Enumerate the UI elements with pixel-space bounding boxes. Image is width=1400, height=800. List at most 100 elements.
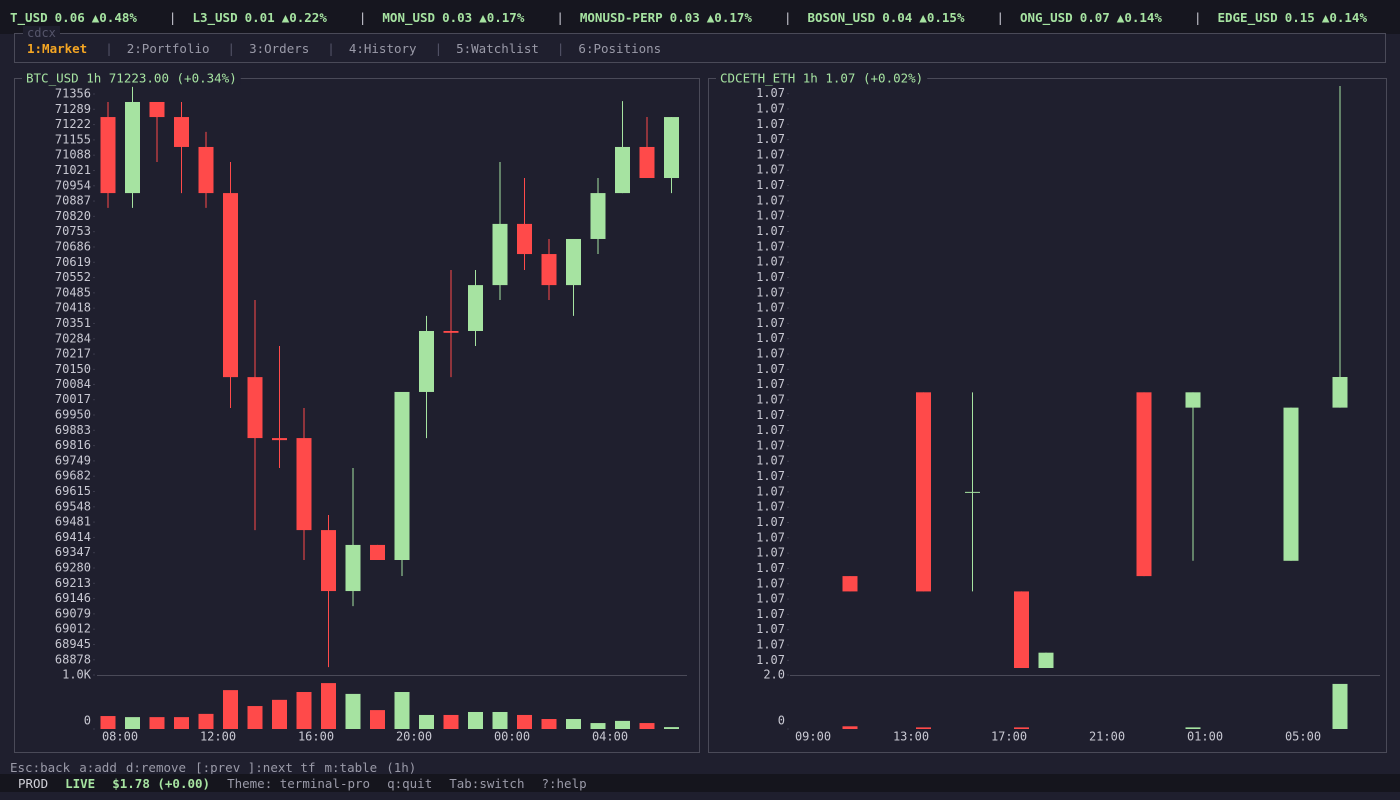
volume-bar bbox=[842, 726, 858, 729]
tab[interactable]: 1:Market bbox=[27, 40, 88, 56]
y-tick-label: 1.07 bbox=[756, 653, 785, 667]
y-tick-label: 1.07 bbox=[756, 530, 785, 544]
ticker-change: ▲0.17% bbox=[706, 9, 752, 25]
volume-bar bbox=[296, 692, 312, 729]
y-tick-label: 1.07 bbox=[756, 132, 785, 146]
volume-bar bbox=[198, 713, 214, 729]
ticker-item[interactable]: EDGE_USD 0.15 ▲0.14% bbox=[1194, 10, 1374, 25]
tab[interactable]: 2:Portfolio bbox=[87, 41, 210, 56]
candle-body bbox=[1332, 377, 1348, 408]
y-tick-label: 69749 bbox=[55, 453, 91, 467]
y-tick-label: 71289 bbox=[55, 102, 91, 116]
candle-body bbox=[842, 576, 858, 592]
volume-bar bbox=[615, 720, 630, 729]
ticker-symbol: MON_USD bbox=[382, 9, 436, 25]
candle-body bbox=[272, 438, 287, 441]
candle-body bbox=[590, 193, 606, 239]
volume-bar bbox=[916, 727, 931, 729]
y-tick-label: 1.07 bbox=[756, 592, 785, 606]
ticker-change: ▲0.17% bbox=[479, 9, 525, 25]
candle-body bbox=[916, 392, 931, 592]
ticker-item[interactable]: MONUSD-PERP 0.03 ▲0.17% bbox=[556, 10, 759, 25]
y-tick-label: 70686 bbox=[55, 239, 91, 253]
ticker-price: 0.06 bbox=[54, 9, 85, 25]
volume-bar bbox=[664, 727, 679, 729]
ticker-item[interactable]: MON_USD 0.03 ▲0.17% bbox=[359, 10, 531, 25]
x-tick-label: 13:00 bbox=[893, 730, 929, 744]
volume-bar bbox=[541, 719, 557, 729]
x-tick-label: 21:00 bbox=[1089, 730, 1125, 744]
ticker-change: ▲0.15% bbox=[919, 9, 965, 25]
key-hint: a:add bbox=[79, 760, 117, 775]
charts: BTC_USD 1h 71223.00 (+0.34%)713567128971… bbox=[14, 71, 1387, 753]
x-tick-label: 20:00 bbox=[396, 730, 432, 744]
tab[interactable]: 6:Positions bbox=[539, 41, 661, 56]
ticker-symbol: ONG_USD bbox=[1020, 9, 1073, 25]
y-tick-label: 1.07 bbox=[756, 147, 785, 161]
tab[interactable]: 5:Watchlist bbox=[417, 41, 539, 56]
ticker-item[interactable]: L3_USD 0.01 ▲0.22% bbox=[169, 10, 334, 25]
ticker-symbol: MONUSD-PERP bbox=[579, 9, 663, 25]
candle-body bbox=[321, 530, 336, 592]
volume-bar bbox=[1332, 683, 1348, 729]
y-tick-label: 69213 bbox=[55, 576, 91, 590]
ticker-item[interactable]: ONG_USD 0.07 ▲0.14% bbox=[996, 10, 1168, 25]
y-tick-label: 71155 bbox=[55, 132, 91, 146]
tab[interactable]: 4:History bbox=[309, 41, 417, 56]
candle-body bbox=[1038, 652, 1054, 668]
candle-body bbox=[1014, 591, 1029, 668]
volume-bar bbox=[443, 714, 459, 729]
ticker-symbol: L3_USD bbox=[192, 9, 238, 25]
status-item: Theme: terminal-pro bbox=[227, 775, 371, 791]
volume-bar bbox=[125, 717, 140, 729]
volume-bar bbox=[345, 693, 361, 729]
panel-border bbox=[708, 78, 1387, 753]
y-tick-label: 70820 bbox=[55, 209, 91, 223]
y-tick-label: 1.07 bbox=[756, 255, 785, 269]
y-tick-label: 69615 bbox=[55, 484, 91, 498]
candle-body bbox=[100, 117, 116, 194]
ticker-item[interactable]: T_USD 0.06 ▲0.48% bbox=[10, 10, 144, 25]
key-hint: [:prev ]:next tf bbox=[195, 760, 316, 775]
y-tick-label: 1.07 bbox=[756, 117, 785, 131]
candle-body bbox=[468, 285, 483, 331]
key-hint: Esc:back bbox=[10, 760, 71, 775]
candle-body bbox=[174, 117, 189, 147]
ticker-item[interactable]: BOSON_USD 0.04 ▲0.15% bbox=[784, 10, 972, 25]
y-tick-label: 1.07 bbox=[756, 270, 785, 284]
ticker-price: 0.01 bbox=[244, 9, 275, 25]
volume-bar bbox=[223, 690, 238, 729]
volume-bar bbox=[100, 716, 116, 729]
y-tick-label: 1.07 bbox=[756, 423, 785, 437]
ticker-price: 0.15 bbox=[1284, 9, 1315, 25]
key-hint: d:remove bbox=[125, 760, 187, 775]
y-tick-label: 69347 bbox=[55, 545, 91, 559]
y-tick-label: 69816 bbox=[55, 438, 91, 452]
y-tick-label: 1.07 bbox=[756, 285, 785, 299]
candle-body bbox=[345, 544, 361, 592]
tab[interactable]: 3:Orders bbox=[210, 41, 309, 56]
status-item: ?:help bbox=[541, 775, 587, 791]
volume-bar bbox=[149, 717, 165, 729]
volume-bar bbox=[590, 723, 606, 729]
volume-bar bbox=[566, 719, 581, 729]
y-tick-label: 70619 bbox=[55, 255, 91, 269]
key-hint: m:table bbox=[324, 760, 378, 775]
y-tick-label: 70954 bbox=[55, 178, 91, 192]
title-bg bbox=[22, 71, 241, 85]
status-item: Tab:switch bbox=[449, 775, 525, 791]
y-tick-label: 70150 bbox=[55, 362, 91, 376]
candle-body bbox=[492, 223, 508, 286]
y-tick-label: 1.07 bbox=[756, 239, 785, 253]
candle-body bbox=[419, 330, 434, 392]
candle-body bbox=[198, 146, 214, 194]
ticker-change: ▲0.14% bbox=[1321, 9, 1367, 25]
y-tick-label: 1.07 bbox=[756, 193, 785, 207]
ticker-change: ▲0.48% bbox=[91, 9, 137, 25]
y-tick-label: 70418 bbox=[55, 301, 91, 315]
y-tick-label: 1.07 bbox=[756, 178, 785, 192]
app-name: cdcx bbox=[23, 26, 60, 40]
ticker-symbol: T_USD bbox=[10, 9, 48, 25]
volume-tick-label: 0 bbox=[778, 714, 785, 728]
y-tick-label: 69079 bbox=[55, 606, 91, 620]
